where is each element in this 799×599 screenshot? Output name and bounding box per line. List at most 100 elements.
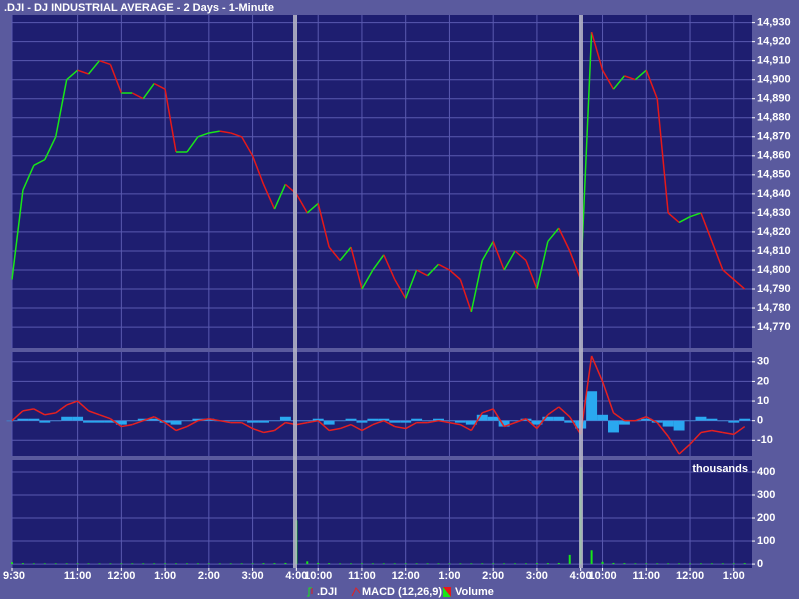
line-segment (438, 419, 450, 424)
x-tick-label: 1:00 (438, 570, 460, 582)
bar (623, 563, 626, 565)
histogram-bar (126, 420, 138, 422)
histogram-bar (39, 420, 51, 423)
bar (699, 563, 702, 565)
line-segment (317, 420, 330, 432)
bar (393, 563, 396, 565)
bar (524, 563, 527, 565)
bar (120, 563, 123, 565)
line-segment (569, 416, 582, 435)
line-segment (109, 64, 123, 94)
bar (557, 562, 560, 565)
y-tick-label: 400 (757, 466, 775, 478)
bar (284, 562, 287, 565)
histogram-bar (454, 420, 466, 423)
line-segment (634, 69, 647, 81)
bar (11, 562, 13, 565)
line-segment (514, 418, 527, 424)
y-tick-label: -10 (757, 434, 773, 446)
histogram-bar (640, 418, 652, 421)
x-tick-label: 2:00 (482, 570, 504, 582)
line-segment (525, 418, 538, 430)
x-tick-label: 3:00 (526, 570, 548, 582)
line-segment (55, 404, 68, 414)
y-tick-label: 14,770 (757, 321, 791, 333)
histogram-bar (115, 420, 127, 425)
legend-label: .DJI (317, 586, 337, 598)
bar (448, 563, 451, 565)
line-segment (329, 427, 341, 432)
line-segment (99, 414, 111, 420)
histogram-bar (6, 420, 18, 422)
bar (689, 563, 692, 565)
line-segment (383, 254, 396, 280)
histogram-bar (137, 418, 149, 421)
histogram-bar (608, 420, 619, 433)
histogram-bar (159, 420, 171, 423)
y-tick-label: 10 (757, 395, 769, 407)
histogram-bar (61, 416, 73, 421)
x-tick-label: 4:00 (570, 570, 592, 582)
y-tick-label: 14,780 (757, 302, 791, 314)
x-tick-label: 3:00 (242, 570, 264, 582)
line-segment (361, 423, 374, 432)
line-segment (394, 425, 406, 430)
y-tick-label: 14,820 (757, 226, 791, 238)
line-segment (383, 420, 396, 428)
line-segment (306, 202, 319, 214)
histogram-bar (411, 418, 423, 421)
line-segment (186, 136, 199, 153)
legend-icon (307, 587, 312, 597)
bar (601, 561, 604, 565)
line-segment (22, 408, 35, 412)
histogram-bar (236, 420, 248, 422)
line-segment (613, 412, 625, 422)
line-segment (87, 60, 101, 75)
histogram-bar (192, 418, 204, 421)
histogram-bar (443, 420, 455, 422)
histogram-bar (389, 420, 401, 423)
line-segment (547, 227, 560, 242)
line-segment (251, 155, 265, 185)
bar (470, 563, 473, 565)
line-segment (667, 212, 680, 223)
macd-panel (12, 352, 752, 456)
bar (328, 563, 331, 565)
histogram-bar (662, 420, 674, 427)
line-segment (678, 443, 691, 455)
line-segment (77, 400, 90, 412)
bar (21, 563, 24, 565)
line-segment (109, 418, 122, 428)
histogram-bar (72, 416, 84, 421)
histogram-bar (728, 420, 740, 423)
line-segment (241, 136, 254, 157)
histogram-bar (717, 420, 729, 422)
bar (732, 563, 735, 565)
histogram-bar (597, 414, 609, 421)
line-segment (252, 427, 264, 434)
histogram-bar (553, 416, 565, 421)
bar (131, 563, 134, 565)
y-tick-label: 300 (757, 489, 775, 501)
chart-title: .DJI - DJ INDUSTRIAL AVERAGE - 2 Days - … (4, 2, 274, 14)
line-segment (722, 269, 735, 281)
line-segment (601, 381, 615, 414)
line-segment (241, 421, 253, 430)
bar (426, 563, 429, 565)
line-segment (470, 412, 483, 431)
line-segment (612, 75, 625, 90)
histogram-bar (739, 418, 751, 421)
line-segment (33, 408, 46, 416)
y-tick-label: 14,790 (757, 283, 791, 295)
bar (65, 563, 68, 565)
bar (503, 563, 506, 565)
line-segment (503, 421, 516, 428)
legend-icon (443, 587, 451, 597)
line-segment (361, 269, 374, 290)
histogram-bar (301, 420, 313, 422)
y-tick-label: 14,810 (757, 245, 791, 257)
line-segment (208, 417, 220, 422)
y-tick-label: 14,800 (757, 264, 791, 276)
line-segment (350, 246, 363, 290)
histogram-bar (400, 420, 412, 423)
